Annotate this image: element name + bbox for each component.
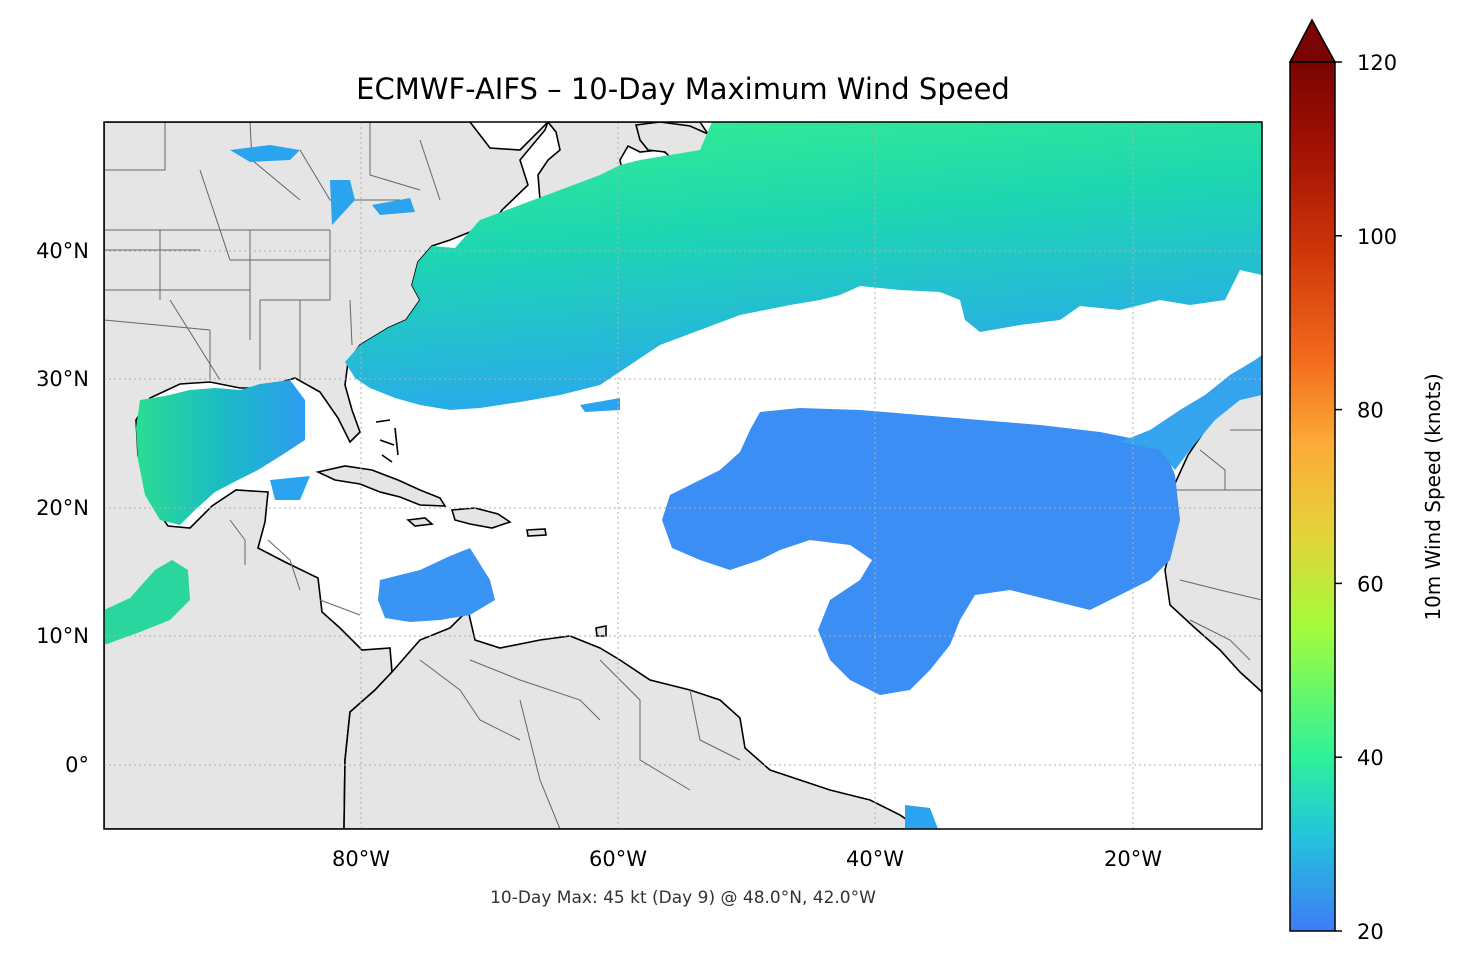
colorbar-frame	[1289, 61, 1336, 932]
colorbar-tick-label: 20	[1357, 920, 1384, 944]
x-tick-label: 40°W	[846, 847, 904, 871]
colorbar: 20 40 60 80 100 120 10m Wind Speed (knots)	[1288, 18, 1445, 944]
wind-field-patch-3	[270, 476, 310, 500]
wind-field-east-pacific	[104, 560, 190, 645]
y-tick-label: 30°N	[36, 367, 89, 391]
border-lines	[104, 122, 1262, 829]
colorbar-label: 10m Wind Speed (knots)	[1421, 373, 1445, 620]
land-trinidad	[595, 625, 607, 637]
wind-field-gulf-of-mexico	[136, 380, 305, 525]
wind-speed-field	[104, 122, 1262, 829]
land-bahamas	[375, 419, 399, 463]
x-tick-label: 20°W	[1104, 847, 1162, 871]
y-axis-ticks: 40°N 30°N 20°N 10°N 0°	[36, 239, 89, 777]
land-cuba	[315, 465, 447, 507]
land-jamaica	[406, 517, 434, 527]
colorbar-tick-label: 100	[1357, 225, 1397, 249]
colorbar-tick-label: 80	[1357, 399, 1384, 423]
x-axis-ticks: 80°W 60°W 40°W 20°W	[332, 847, 1162, 871]
wind-field-caribbean	[378, 548, 495, 622]
map-plot-area	[104, 122, 1262, 829]
wind-field-patch-2	[905, 805, 938, 829]
colorbar-tick-label: 120	[1357, 51, 1397, 75]
y-tick-label: 40°N	[36, 239, 89, 263]
x-tick-label: 80°W	[332, 847, 390, 871]
colorbar-extend-arrow	[1288, 18, 1337, 63]
land-layer	[104, 122, 1262, 829]
colorbar-ticks: 20 40 60 80 100 120	[1335, 51, 1397, 944]
plot-frame	[103, 121, 1263, 830]
wind-field-north-atlantic	[345, 122, 1262, 410]
max-annotation: 10-Day Max: 45 kt (Day 9) @ 48.0°N, 42.0…	[490, 888, 876, 908]
land-hispaniola	[450, 507, 512, 529]
land-south-america	[343, 608, 922, 829]
y-tick-label: 10°N	[36, 624, 89, 648]
colorbar-tick-label: 40	[1357, 746, 1384, 770]
colorbar-tick-label: 60	[1357, 572, 1384, 596]
y-tick-label: 0°	[65, 753, 89, 777]
land-puerto-rico	[526, 528, 547, 537]
x-tick-label: 60°W	[589, 847, 647, 871]
colorbar-gradient	[1290, 62, 1335, 931]
wind-field-patch-1	[580, 398, 620, 412]
wind-field-central-atlantic	[662, 408, 1180, 695]
y-tick-label: 20°N	[36, 496, 89, 520]
gridlines	[104, 122, 1262, 829]
map-title: ECMWF-AIFS – 10-Day Maximum Wind Speed	[356, 72, 1010, 106]
wind-field-canary	[1120, 355, 1262, 470]
wind-field-great-lakes	[230, 145, 415, 225]
